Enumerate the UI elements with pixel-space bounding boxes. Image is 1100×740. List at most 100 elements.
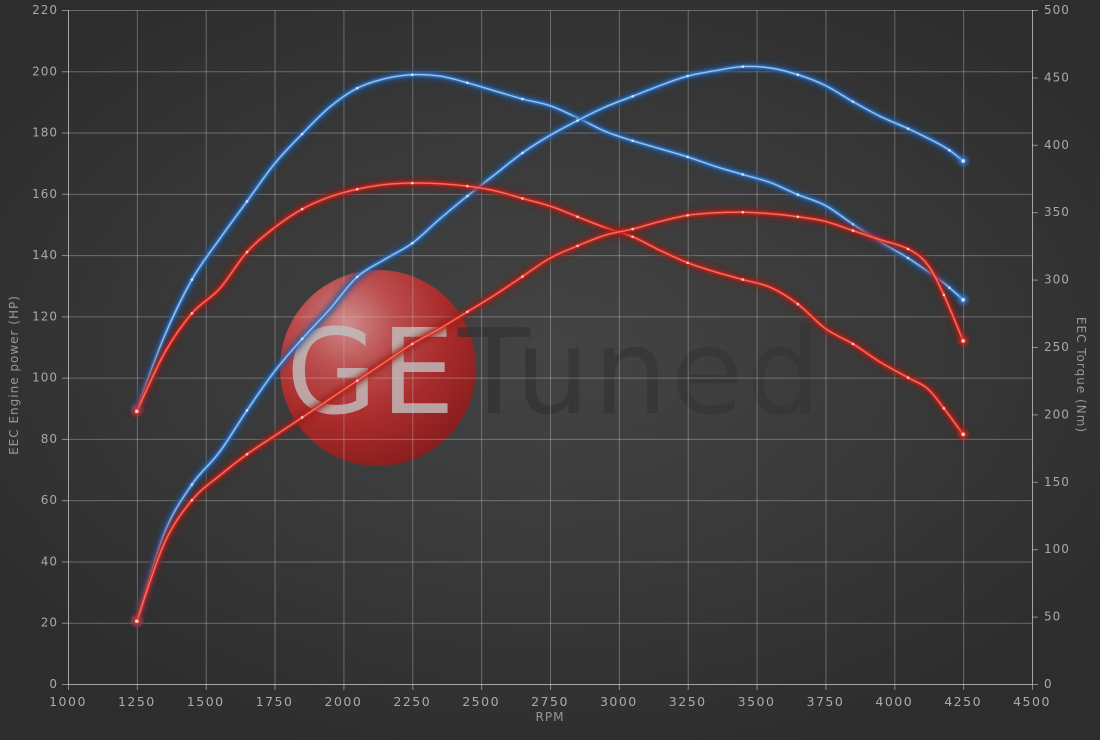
x-tick-label: 3750 <box>807 694 845 709</box>
eec-torque-run-2-endpoint <box>961 159 965 163</box>
y-left-tick-label: 60 <box>41 493 58 507</box>
eec-power-run-1-marker <box>631 235 634 239</box>
y-left-tick-label: 120 <box>32 309 58 323</box>
grid <box>68 10 1033 685</box>
eec-torque-run-1-marker <box>906 256 910 260</box>
y-left-tick-label: 80 <box>41 432 58 446</box>
eec-power-run-1-marker <box>410 181 414 185</box>
eec-torque-run-1-marker <box>355 86 359 90</box>
y-left-tick-label: 140 <box>32 248 58 262</box>
eec-torque-run-2-marker <box>686 74 690 78</box>
eec-torque-run-1-core <box>136 73 964 410</box>
eec-power-run-2-marker <box>466 310 469 314</box>
eec-power-run-1-marker <box>576 215 579 219</box>
eec-torque-run-1-marker <box>796 193 800 196</box>
x-tick-label: 2000 <box>325 694 363 709</box>
eec-power-run-1-curve <box>132 179 968 439</box>
eec-power-run-1-marker <box>466 184 469 188</box>
y-right-tick-label: 0 <box>1044 677 1053 691</box>
y-left-tick-label: 160 <box>32 187 58 201</box>
eec-power-run-1-marker <box>190 312 194 315</box>
y-right-tick-label: 100 <box>1044 542 1070 556</box>
y-right-tick-label: 200 <box>1044 407 1070 421</box>
x-tick-label: 4000 <box>875 694 913 709</box>
eec-power-run-2-marker <box>741 210 745 214</box>
y-right-tick-label: 300 <box>1044 273 1070 287</box>
y-left-tick-label: 20 <box>41 616 58 630</box>
eec-torque-run-1-marker <box>410 73 414 77</box>
eec-torque-run-2-marker <box>245 409 249 412</box>
eec-torque-run-1-marker <box>631 139 634 143</box>
eec-torque-run-1-marker <box>521 97 524 101</box>
eec-power-run-1-marker <box>300 207 304 211</box>
x-tick-label: 3500 <box>738 694 776 709</box>
eec-power-run-2-marker <box>576 244 579 248</box>
eec-torque-run-2-marker <box>355 275 359 279</box>
eec-torque-run-2-marker <box>521 151 524 155</box>
eec-power-run-2-marker <box>942 293 946 297</box>
eec-power-run-1-endpoint <box>961 432 965 437</box>
x-tick-label: 4250 <box>944 694 982 709</box>
watermark-text-secondary: Tuned <box>457 303 824 441</box>
eec-power-run-2-marker <box>686 213 690 217</box>
eec-torque-run-1-marker <box>686 155 690 159</box>
eec-power-run-2-marker <box>796 215 800 219</box>
x-tick-label: 4500 <box>1013 694 1051 709</box>
eec-power-run-2-marker <box>521 275 524 278</box>
y-right-tick-label: 450 <box>1044 70 1070 84</box>
y-left-tick-label: 200 <box>32 64 58 78</box>
eec-torque-run-1-marker <box>741 173 745 176</box>
eec-power-run-2-marker <box>851 229 855 232</box>
axes <box>62 10 1038 690</box>
x-tick-label: 1250 <box>118 694 156 709</box>
eec-power-run-2-marker <box>300 416 304 419</box>
x-tick-label: 3250 <box>669 694 707 709</box>
eec-torque-run-2-marker <box>796 73 800 77</box>
eec-power-run-2-marker <box>410 342 414 346</box>
eec-torque-run-1-marker <box>466 81 469 85</box>
y-right-tick-label: 350 <box>1044 205 1070 219</box>
eec-torque-run-2-marker <box>948 148 951 152</box>
x-tick-label: 1500 <box>187 694 225 709</box>
eec-torque-run-1-marker <box>948 286 951 289</box>
eec-torque-run-2-marker <box>466 194 469 198</box>
eec-power-run-2-marker <box>906 247 910 251</box>
eec-torque-run-1-curve <box>132 70 968 414</box>
eec-power-run-1-marker <box>686 261 690 265</box>
eec-power-run-2-marker <box>190 498 194 502</box>
tick-labels: 1000 1250 1500 1750 2000 2250 2500 2750 3000 3250… <box>7 3 1088 724</box>
eec-torque-run-1-marker <box>851 223 855 226</box>
y-left-tick-label: 0 <box>49 677 58 691</box>
eec-torque-run-2-core <box>136 65 964 622</box>
y-right-axis-title: EEC Torque (Nm) <box>1074 317 1088 433</box>
x-axis-title: RPM <box>536 710 565 724</box>
eec-torque-run-2-marker <box>190 483 194 486</box>
eec-power-run-1-endpoint <box>135 409 139 414</box>
eec-power-run-2-endpoint <box>135 619 139 623</box>
y-right-tick-label: 500 <box>1044 3 1070 17</box>
eec-torque-run-2-marker <box>576 119 579 122</box>
eec-torque-run-2-marker <box>410 241 414 245</box>
y-left-tick-label: 100 <box>32 371 58 385</box>
eec-torque-run-2-marker <box>906 127 910 130</box>
eec-torque-run-1-endpoint <box>961 298 965 302</box>
eec-power-run-1-marker <box>245 250 249 254</box>
y-left-tick-label: 180 <box>32 126 58 140</box>
x-tick-label: 3000 <box>600 694 638 709</box>
eec-torque-run-1-marker <box>190 278 194 281</box>
x-tick-label: 1750 <box>256 694 294 709</box>
eec-torque-run-2-curve <box>132 62 968 626</box>
y-left-axis-title: EEC Engine power (HP) <box>7 295 21 455</box>
y-right-tick-label: 150 <box>1044 475 1070 489</box>
y-right-tick-label: 400 <box>1044 138 1070 152</box>
eec-power-run-1-marker <box>906 376 910 379</box>
y-right-tick-label: 50 <box>1044 610 1061 624</box>
y-left-tick-label: 40 <box>41 554 58 568</box>
x-tick-label: 1000 <box>49 694 87 709</box>
x-tick-label: 2750 <box>531 694 569 709</box>
eec-power-run-1-core <box>136 182 964 435</box>
eec-torque-run-2-marker <box>851 100 855 103</box>
eec-power-run-1-marker <box>851 342 855 346</box>
